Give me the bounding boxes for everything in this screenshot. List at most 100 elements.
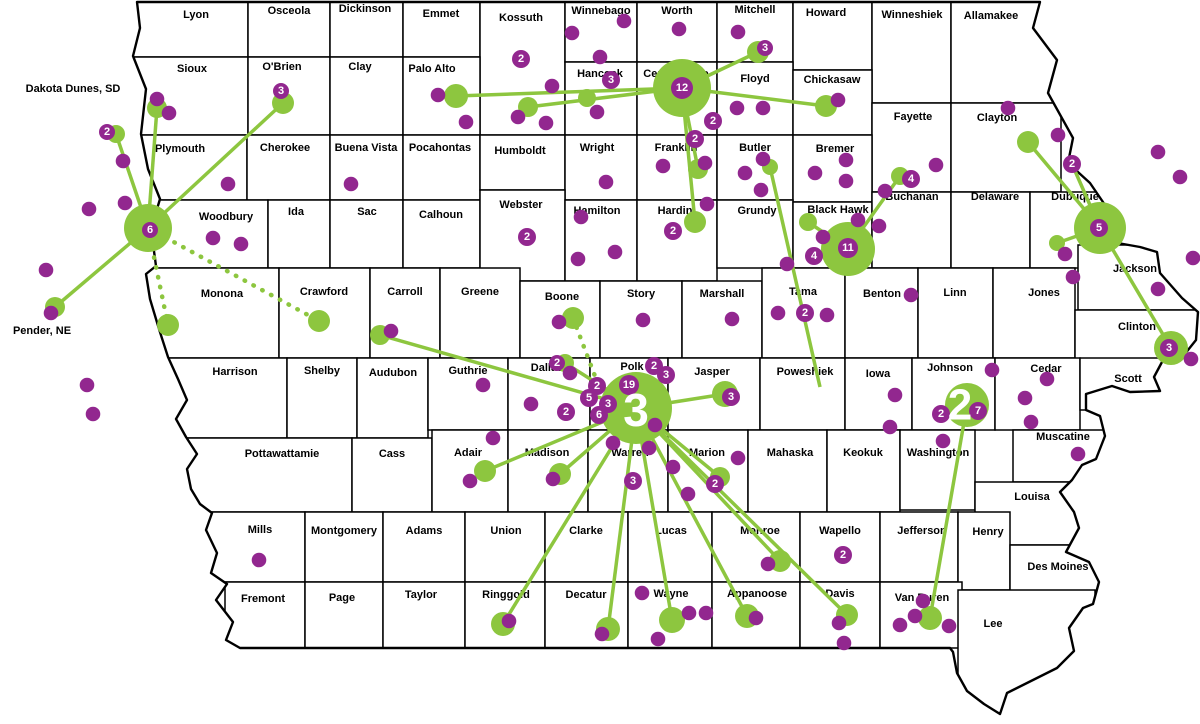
- count-badge: [99, 124, 115, 140]
- count-badge-number: 3: [1166, 342, 1172, 354]
- county-keokuk: [826, 429, 901, 513]
- site-circle: [684, 211, 706, 233]
- county-label-mitchell: Mitchell: [735, 4, 776, 16]
- count-badge-number: 2: [554, 357, 560, 369]
- county-label-cherokee: Cherokee: [260, 142, 310, 154]
- county-greene: [439, 267, 521, 359]
- member-dot: [1172, 169, 1188, 185]
- county-label-jefferson: Jefferson: [897, 525, 947, 537]
- county-wapello: [799, 511, 881, 583]
- county-label-floyd: Floyd: [740, 73, 769, 85]
- count-badge: [512, 50, 530, 68]
- count-badge-number: 2: [651, 360, 657, 372]
- member-dot: [838, 152, 854, 168]
- member-dot: [753, 182, 769, 198]
- county-label-mahaska: Mahaska: [767, 447, 814, 459]
- member-dot: [903, 287, 919, 303]
- count-badge-number: 4: [811, 250, 818, 262]
- member-dot: [635, 312, 651, 328]
- member-dot: [877, 183, 893, 199]
- count-badge: [805, 247, 823, 265]
- member-dot: [501, 613, 517, 629]
- member-dot: [1065, 269, 1081, 285]
- member-dot: [730, 24, 746, 40]
- member-dot: [935, 433, 951, 449]
- member-dot: [1050, 127, 1066, 143]
- county-label-winnebago: Winnebago: [571, 5, 630, 17]
- county-label-layer: Lyon Osceola Dickinson Emmet Kossuth Winnebag…: [155, 3, 1157, 630]
- county-label-crawford: Crawford: [300, 286, 348, 298]
- member-dot: [698, 605, 714, 621]
- count-badge-number: 2: [802, 307, 808, 319]
- member-dot: [1057, 246, 1073, 262]
- member-dot: [570, 251, 586, 267]
- count-badge-number: 3: [278, 85, 284, 97]
- county-label-plymouth: Plymouth: [155, 143, 205, 155]
- county-label-palo-alto: Palo Alto: [408, 63, 456, 75]
- county-label-johnson: Johnson: [927, 362, 973, 374]
- count-badge-number: 2: [670, 225, 676, 237]
- count-badge: [796, 304, 814, 322]
- county-label-keokuk: Keokuk: [843, 447, 884, 459]
- count-badge: [590, 406, 608, 424]
- count-badge-number: 2: [840, 549, 846, 561]
- count-badge: [557, 403, 575, 421]
- member-dot: [523, 396, 539, 412]
- site-circle: [474, 460, 496, 482]
- county-label-webster: Webster: [499, 199, 543, 211]
- member-dot: [838, 173, 854, 189]
- county-label-howard: Howard: [806, 7, 846, 19]
- county-label-tama: Tama: [789, 286, 818, 298]
- member-dot: [1070, 446, 1086, 462]
- member-dot: [85, 406, 101, 422]
- member-dot: [573, 209, 589, 225]
- county-label-dickinson: Dickinson: [339, 3, 392, 15]
- county-label-mills: Mills: [248, 524, 272, 536]
- count-badge-number: 3: [663, 369, 669, 381]
- dot-layer: [38, 13, 1200, 651]
- county-jones: [992, 267, 1076, 359]
- county-mills: [204, 511, 306, 583]
- count-badge-number: 4: [908, 173, 915, 185]
- member-dot: [383, 323, 399, 339]
- member-dot: [680, 486, 696, 502]
- state-outline: [131, 0, 1200, 716]
- member-dot: [724, 311, 740, 327]
- county-label-calhoun: Calhoun: [419, 209, 463, 221]
- member-dot: [115, 153, 131, 169]
- member-dot: [343, 176, 359, 192]
- county-label-clarke: Clarke: [569, 525, 603, 537]
- site-circle: [1049, 235, 1065, 251]
- county-label-wayne: Wayne: [653, 588, 688, 600]
- count-badge-number: 2: [712, 478, 718, 490]
- count-badge: [619, 375, 639, 395]
- county-label-worth: Worth: [661, 5, 693, 17]
- site-circle: [157, 314, 179, 336]
- county-story: [599, 280, 683, 359]
- county-label-buena-vista: Buena Vista: [335, 142, 399, 154]
- member-dot: [220, 176, 236, 192]
- county-label-emmet: Emmet: [423, 8, 460, 20]
- county-label-winneshiek: Winneshiek: [881, 9, 943, 21]
- connection-line: [928, 404, 969, 619]
- count-badge-number: 6: [147, 224, 153, 236]
- count-badge-number: 2: [710, 115, 716, 127]
- county-label-iowa: Iowa: [866, 368, 891, 380]
- county-label-black-hawk: Black Hawk: [807, 204, 869, 216]
- member-dot: [1039, 371, 1055, 387]
- county-ida: [267, 199, 331, 269]
- county-label-buchanan: Buchanan: [885, 191, 938, 203]
- count-badge-number: 3: [728, 391, 734, 403]
- county-label-wright: Wright: [580, 142, 615, 154]
- count-badge: [549, 355, 565, 371]
- county-linn: [917, 267, 994, 359]
- member-dot: [836, 635, 852, 651]
- count-badge: [932, 405, 950, 423]
- member-dot: [882, 419, 898, 435]
- member-dot: [737, 165, 753, 181]
- member-dot: [650, 631, 666, 647]
- county-cass: [351, 437, 433, 513]
- count-badge-number: 3: [605, 398, 611, 410]
